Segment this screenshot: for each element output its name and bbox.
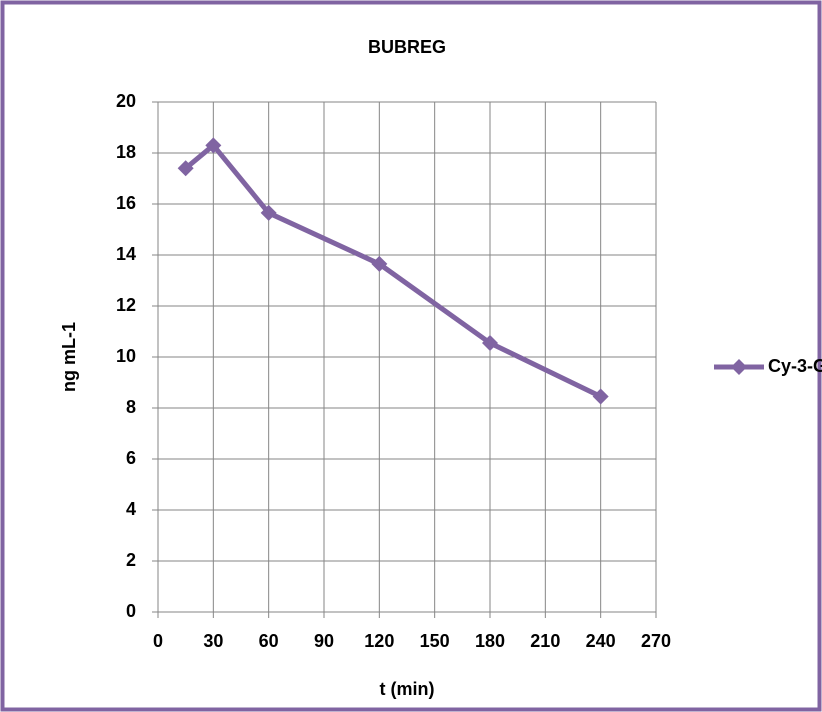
y-tick-label: 2 xyxy=(126,550,136,570)
y-tick-label: 12 xyxy=(116,295,136,315)
x-tick-label: 180 xyxy=(475,631,505,651)
x-tick-label: 0 xyxy=(153,631,163,651)
data-point xyxy=(205,137,222,154)
x-axis-label: t (min) xyxy=(380,679,435,699)
y-tick-label: 18 xyxy=(116,142,136,162)
x-tick-label: 270 xyxy=(641,631,671,651)
y-tick-label: 8 xyxy=(126,397,136,417)
data-point xyxy=(592,388,609,405)
x-tick-label: 240 xyxy=(586,631,616,651)
data-point xyxy=(371,255,388,272)
y-tick-label: 6 xyxy=(126,448,136,468)
y-tick-label: 0 xyxy=(126,601,136,621)
data-point xyxy=(260,204,277,221)
data-point xyxy=(482,334,498,351)
legend-marker xyxy=(731,359,747,375)
chart-title: BUBREG xyxy=(368,37,446,57)
y-tick-label: 10 xyxy=(116,346,136,366)
y-tick-label: 4 xyxy=(126,499,136,519)
x-tick-label: 60 xyxy=(259,631,279,651)
y-tick-label: 16 xyxy=(116,193,136,213)
series-line xyxy=(184,142,602,399)
x-tick-label: 120 xyxy=(364,631,394,651)
x-tick-label: 90 xyxy=(314,631,334,651)
data-point xyxy=(177,160,194,177)
y-axis-label: ng mL-1 xyxy=(59,322,79,392)
legend-label: Cy-3-Glc xyxy=(768,356,822,376)
y-tick-label: 14 xyxy=(116,244,136,264)
x-tick-label: 150 xyxy=(420,631,450,651)
x-tick-label: 210 xyxy=(530,631,560,651)
x-tick-label: 30 xyxy=(203,631,223,651)
y-tick-label: 20 xyxy=(116,91,136,111)
